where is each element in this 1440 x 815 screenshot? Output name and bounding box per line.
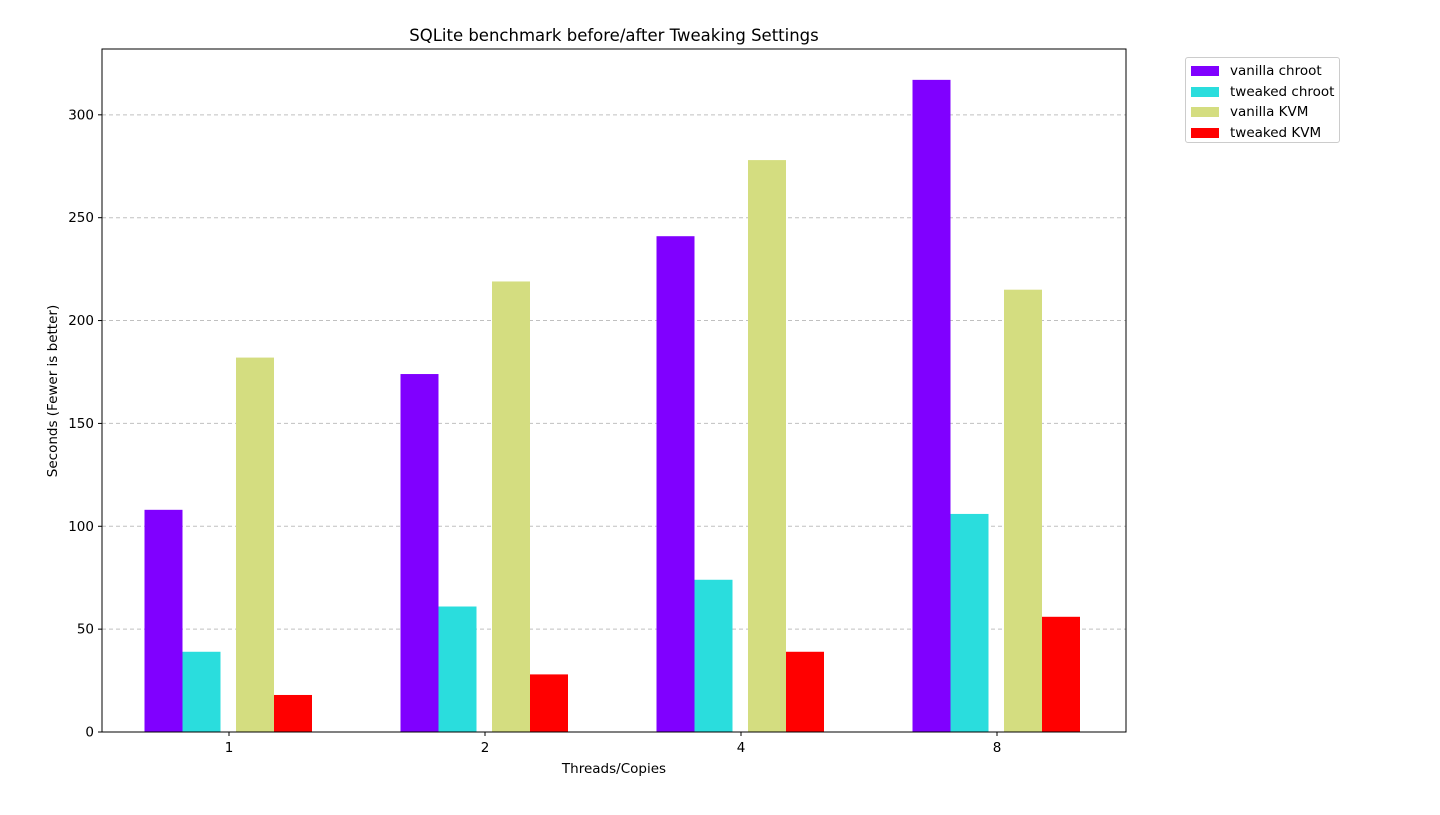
y-tick-label: 200 — [68, 313, 94, 329]
legend-item: tweaked chroot — [1191, 82, 1335, 103]
legend-label: tweaked chroot — [1230, 83, 1335, 100]
bar-vanilla-kvm-2 — [492, 281, 530, 732]
bar-tweaked-kvm-4 — [786, 651, 824, 732]
bar-vanilla-chroot-8 — [912, 79, 951, 732]
legend-label: vanilla chroot — [1230, 63, 1322, 80]
legend-item: vanilla chroot — [1191, 61, 1335, 82]
legend-swatch — [1191, 66, 1219, 77]
legend-swatch — [1191, 86, 1219, 97]
bar-tweaked-chroot-4 — [694, 579, 733, 732]
bar-vanilla-chroot-4 — [656, 236, 695, 732]
x-tick-label: 1 — [225, 740, 234, 756]
x-tick-label: 2 — [481, 740, 490, 756]
legend: vanilla chroot tweaked chroot vanilla KVM t… — [1185, 57, 1340, 143]
legend-item: tweaked KVM — [1191, 123, 1335, 144]
y-tick-label: 50 — [77, 622, 94, 638]
y-tick-label: 150 — [68, 416, 94, 432]
y-tick-label: 0 — [85, 725, 94, 741]
bar-tweaked-kvm-1 — [274, 694, 312, 732]
bars — [144, 79, 1080, 733]
legend-swatch — [1191, 107, 1219, 118]
bar-vanilla-chroot-1 — [144, 509, 183, 732]
bar-tweaked-kvm-2 — [530, 674, 568, 732]
x-tick-label: 8 — [993, 740, 1002, 756]
y-tick-label: 250 — [68, 210, 94, 226]
bar-vanilla-chroot-2 — [400, 374, 439, 732]
legend-label: tweaked KVM — [1230, 125, 1322, 142]
axes — [98, 48, 1127, 736]
bar-tweaked-chroot-1 — [182, 651, 221, 732]
y-tick-label: 100 — [68, 519, 94, 535]
bar-tweaked-chroot-8 — [950, 513, 989, 732]
legend-item: vanilla KVM — [1191, 102, 1335, 123]
bar-vanilla-kvm-1 — [236, 357, 274, 732]
x-tick-label: 4 — [737, 740, 746, 756]
bar-tweaked-kvm-8 — [1042, 616, 1080, 732]
plot-frame — [101, 48, 1127, 733]
tick-labels: 0 50 100 150 200 250 300 1 2 4 8 — [68, 107, 1001, 756]
bar-vanilla-kvm-4 — [748, 160, 786, 733]
y-axis-label: Seconds (Fewer is better) — [45, 305, 61, 477]
bar-tweaked-chroot-2 — [438, 606, 477, 732]
bar-vanilla-kvm-8 — [1004, 289, 1042, 732]
y-tick-label: 300 — [68, 107, 94, 123]
x-axis-label: Threads/Copies — [561, 761, 666, 777]
legend-swatch — [1191, 128, 1219, 139]
chart-title: SQLite benchmark before/after Tweaking S… — [409, 26, 819, 45]
legend-label: vanilla KVM — [1230, 104, 1309, 121]
